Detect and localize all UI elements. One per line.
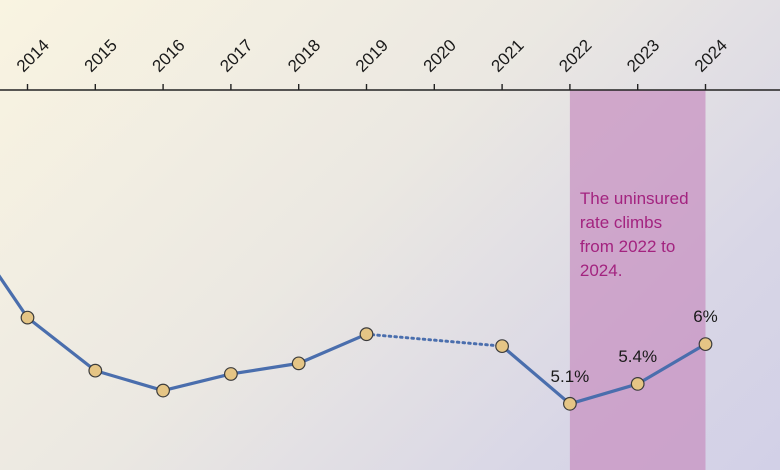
data-point-2019 [359, 327, 374, 342]
tick-label-2018: 2018 [284, 36, 324, 76]
series-segment [93, 369, 165, 393]
data-label-2024: 6% [693, 307, 718, 326]
tick-label-2023: 2023 [623, 36, 663, 76]
series-segment [161, 372, 233, 393]
data-point-2022 [563, 396, 577, 411]
tick-label-2016: 2016 [148, 36, 188, 76]
tick-label-2024: 2024 [691, 36, 731, 76]
series-segment [0, 274, 30, 320]
data-label-2023: 5.4% [618, 347, 657, 366]
data-point-2021 [495, 339, 510, 354]
data-point-2014 [20, 310, 35, 325]
tick-label-2015: 2015 [81, 36, 121, 76]
data-point-2016 [156, 383, 171, 398]
tick-label-2021: 2021 [487, 36, 527, 76]
annotation-line: from 2022 to [580, 237, 675, 256]
highlight-band [569, 90, 706, 470]
series-gap-segment [365, 332, 504, 348]
data-point-2023 [630, 377, 645, 391]
series-segment [297, 332, 369, 365]
data-point-2015 [88, 363, 103, 378]
annotation-line: rate climbs [580, 213, 662, 232]
data-point-2018 [291, 356, 306, 371]
tick-label-2020: 2020 [420, 36, 460, 76]
data-point-2024 [698, 337, 713, 352]
series-segment [500, 344, 572, 406]
tick-label-2022: 2022 [555, 36, 595, 76]
series-segment [229, 361, 301, 376]
data-point-2017 [223, 367, 238, 381]
tick-label-2017: 2017 [216, 36, 256, 76]
series-segment [636, 342, 708, 386]
tick-label-2019: 2019 [352, 36, 392, 76]
tick-label-2014: 2014 [13, 36, 53, 76]
series-segment [568, 382, 640, 406]
data-label-2022: 5.1% [551, 367, 590, 386]
annotation-line: 2024. [580, 261, 623, 280]
series-segment [25, 316, 97, 373]
annotation-line: The uninsured [580, 189, 689, 208]
